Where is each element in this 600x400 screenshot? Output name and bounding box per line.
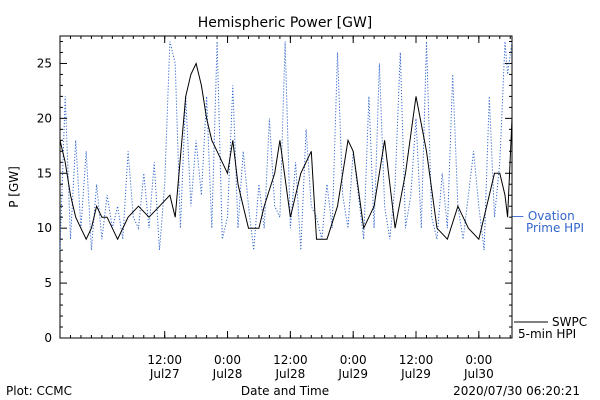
y-tick-label: 20 (37, 111, 52, 125)
plot-frame (59, 35, 513, 339)
y-tick-label: 25 (37, 56, 52, 70)
x-tick-time: 0:00 (214, 353, 241, 367)
y-axis-label: P [GW] (7, 166, 21, 208)
legend-swpc-line1: SWPC (552, 315, 587, 329)
x-tick-date: Jul28 (274, 367, 305, 381)
x-tick-time: 0:00 (340, 353, 367, 367)
y-tick-label: 5 (44, 276, 52, 290)
x-tick-time: 12:00 (399, 353, 434, 367)
x-tick-time: 12:00 (147, 353, 182, 367)
swpc-hpi-line (59, 62, 513, 241)
legend-swpc-line2: 5-min HPI (518, 327, 576, 341)
x-axis-label: Date and Time (241, 384, 329, 398)
x-tick-date: Jul28 (212, 367, 243, 381)
legend-ovation-line1: — Ovation (512, 209, 575, 223)
ovation-prime-hpi-line (59, 41, 513, 251)
x-tick-date: Jul27 (149, 367, 180, 381)
x-tick-time: 0:00 (465, 353, 492, 367)
series-ovation-prime-hpi (59, 41, 513, 251)
y-axis: 0 5 10 15 20 25 (37, 40, 512, 345)
legend-ovation-line2: Prime HPI (526, 221, 584, 235)
x-tick-date: Jul30 (463, 367, 494, 381)
x-axis: 12:00Jul270:00Jul2812:00Jul280:00Jul2912… (59, 36, 511, 381)
plot-credit: Plot: CCMC (6, 384, 72, 398)
series-swpc-hpi (59, 62, 513, 241)
footer-timestamp: 2020/07/30 06:20:21 (453, 384, 580, 398)
chart-title: Hemispheric Power [GW] (198, 15, 373, 31)
x-tick-date: Jul29 (400, 367, 431, 381)
y-tick-label: 0 (44, 331, 52, 345)
x-tick-time: 12:00 (273, 353, 308, 367)
y-tick-label: 15 (37, 166, 52, 180)
x-tick-date: Jul29 (337, 367, 368, 381)
y-tick-label: 10 (37, 221, 52, 235)
